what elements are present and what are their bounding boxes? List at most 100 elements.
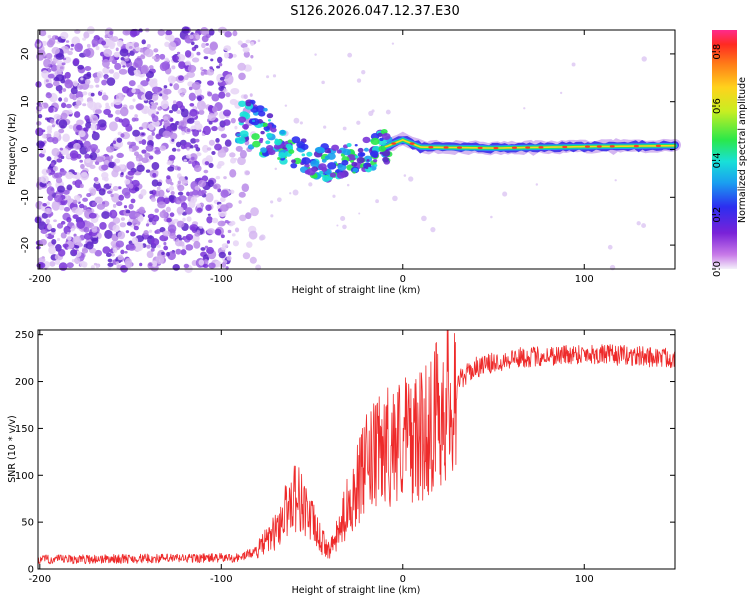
spectrogram-noise-blob	[83, 226, 90, 233]
spectrogram-noise-blob	[58, 128, 65, 134]
spectrogram-noise-blob	[46, 156, 52, 162]
spectrogram-noise-blob	[207, 80, 215, 86]
spectrogram-noise-blob	[148, 65, 154, 70]
snr-y-tick-label: 250	[15, 330, 34, 341]
spectrogram-ridge-peak	[633, 144, 639, 148]
spectrogram-noise-blob	[239, 214, 247, 222]
spectrogram-noise-blob	[208, 120, 213, 125]
spectrogram-noise-blob	[145, 70, 155, 79]
spectrogram-noise-blob	[45, 82, 54, 89]
spectrogram-noise-blob	[181, 131, 185, 136]
spectrogram-noise-blob	[89, 188, 97, 196]
colorbar-tick-label: 0.2	[712, 207, 723, 223]
spectrogram-noise-blob	[58, 90, 63, 94]
spectrogram-ridge-blob	[382, 156, 389, 163]
spectrogram-noise-blob	[133, 225, 139, 231]
spectrogram-ridge-blob	[318, 170, 324, 175]
spectrogram-noise-blob	[229, 169, 237, 178]
spectrogram-noise-blob	[205, 192, 214, 203]
snr-y-tick-label: 50	[21, 518, 34, 529]
spectrogram-ridge-peak	[391, 142, 397, 145]
spectrogram-noise-blob	[201, 175, 209, 182]
spectrogram-noise-blob	[60, 232, 67, 239]
spectrogram-noise-blob	[203, 169, 209, 174]
spectrogram-noise-blob	[96, 203, 106, 210]
spectrogram-noise-blob	[238, 200, 242, 204]
spectrogram-noise-blob	[78, 203, 85, 209]
spectrogram-noise-blob	[67, 50, 73, 56]
spectrogram-ridge-peak	[609, 145, 615, 148]
spectrogram-noise-blob	[101, 164, 109, 171]
spectrogram-noise-blob	[91, 201, 97, 207]
spectrogram-noise-blob	[145, 169, 151, 173]
spectrogram-noise-blob	[52, 165, 59, 172]
spectrogram-noise-blob	[127, 170, 135, 176]
spectrogram-noise-blob	[202, 263, 209, 268]
spectrogram-noise-blob	[134, 241, 144, 252]
spectrogram-noise-blob	[117, 186, 122, 190]
spectrogram-noise-blob	[36, 101, 41, 106]
spectrogram-noise-blob	[129, 104, 135, 110]
spectrogram-noise-blob	[190, 156, 195, 161]
spectrogram-noise-blob	[250, 207, 259, 217]
spectrogram-ridge-blob	[301, 157, 311, 165]
spectrogram-noise-blob	[115, 109, 122, 115]
spectrogram-noise-blob	[60, 220, 66, 225]
spectrogram-ridge-blob	[288, 149, 295, 154]
spectrogram-noise-blob	[430, 227, 436, 233]
spectrogram-noise-blob	[210, 58, 214, 62]
spectrogram-noise-blob	[82, 197, 89, 202]
spectrogram-noise-blob	[215, 175, 221, 180]
spectrogram-noise-blob	[65, 40, 70, 43]
spectrogram-noise-blob	[188, 86, 193, 91]
spectrogram-ridge-blob	[266, 113, 274, 119]
spectrogram-noise-blob	[145, 223, 150, 227]
figure-title: S126.2026.047.12.37.E30	[290, 4, 459, 19]
spectrogram-noise-blob	[124, 178, 131, 185]
spectrogram-noise-blob	[53, 219, 57, 223]
spectrogram-noise-blob	[299, 121, 303, 125]
spectrogram-noise-blob	[392, 195, 398, 202]
spectrogram-noise-blob	[36, 261, 46, 269]
spectrogram-noise-blob	[38, 29, 47, 37]
spectrogram-noise-blob	[502, 191, 508, 197]
spectrogram-ridge	[234, 99, 681, 183]
colorbar-tick-label: 0.6	[712, 98, 723, 114]
spectrogram-noise-blob	[83, 140, 91, 149]
spectrogram-noise-blob	[177, 180, 182, 185]
spectrogram-noise-blob	[241, 183, 250, 192]
spectrogram-noise-blob	[146, 244, 151, 249]
spectrogram-noise-blob	[186, 117, 195, 124]
snr-x-tick-label: -200	[28, 574, 51, 585]
spectrogram-noise-blob	[163, 241, 167, 246]
spectrogram-noise-blob	[42, 203, 47, 207]
colorbar-tick-label: 0.4	[712, 152, 723, 168]
spectrogram-noise-blob	[59, 169, 67, 176]
spectrogram-noise-blob	[166, 251, 170, 257]
spectrogram-noise-blob	[66, 232, 71, 235]
spectrogram-noise-blob	[232, 53, 237, 58]
spectrogram-noise-blob	[223, 176, 227, 180]
spectrogram-noise-blob	[55, 53, 65, 60]
spectrogram-noise-blob	[39, 238, 47, 246]
spectrogram-noise-blob	[214, 228, 222, 236]
spectrogram-noise-blob	[126, 161, 135, 170]
spectrogram-noise-blob	[113, 52, 120, 57]
spectrogram-noise-blob	[171, 65, 176, 70]
spectrogram-noise-blob	[111, 59, 118, 65]
spectrogram-noise-blob	[115, 47, 119, 52]
spectrogram-noise-blob	[178, 125, 184, 130]
spectrogram-noise-blob	[183, 263, 190, 269]
spectrogram-ridge-peak	[596, 145, 602, 148]
spectrogram-noise-blob	[208, 162, 214, 169]
spectrogram-noise-blob	[85, 147, 91, 152]
spectrogram-noise-blob	[65, 103, 72, 109]
spectrogram-ridge-blob	[291, 159, 296, 164]
spectrogram-noise-blob	[135, 46, 141, 52]
spectrogram-noise-blob	[207, 213, 211, 216]
spectrogram-noise-blob	[152, 93, 159, 101]
spectrogram-noise-blob	[67, 235, 72, 241]
spectrogram-noise-blob	[160, 118, 164, 122]
spectrogram-ridge-blob	[238, 116, 247, 123]
spectrogram-noise-blob	[221, 262, 227, 268]
